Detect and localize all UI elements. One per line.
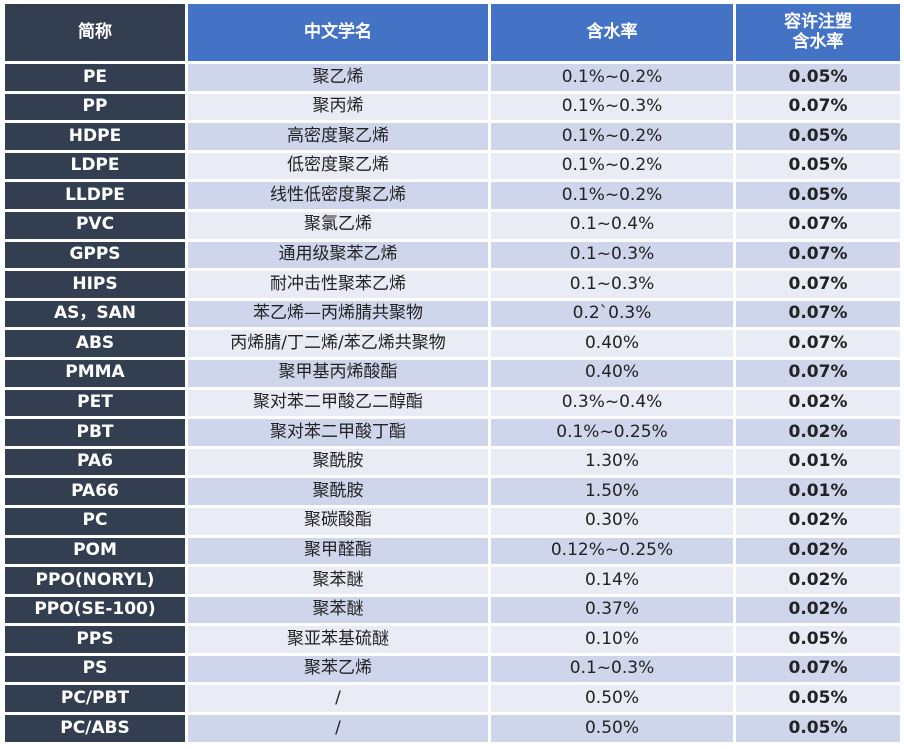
table-cell: 0.02% xyxy=(736,507,900,535)
table-cell: 0.05% xyxy=(736,626,900,653)
row-header-cell: PBT xyxy=(5,419,185,446)
table-cell: 聚对苯二甲酸乙二醇酯 xyxy=(188,389,488,417)
table-cell: 0.07% xyxy=(736,655,900,683)
table-cell: 0.07% xyxy=(736,359,900,387)
table-cell: 0.07% xyxy=(736,93,900,121)
table-cell: 0.40% xyxy=(491,359,733,387)
table-cell: 聚亚苯基硫醚 xyxy=(188,626,488,653)
table-cell: 0.1~0.3% xyxy=(491,655,733,683)
row-header-cell: LDPE xyxy=(5,152,185,180)
row-header-cell: ABS xyxy=(5,330,185,357)
table-cell: 0.3%~0.4% xyxy=(491,389,733,417)
table-cell: / xyxy=(188,715,488,742)
table-cell: 0.1%~0.2% xyxy=(491,64,733,91)
table-cell: 聚酰胺 xyxy=(188,448,488,476)
table-cell: 0.1%~0.2% xyxy=(491,123,733,150)
table: 简称 中文学名 含水率 容许注塑 含水率 PE 聚乙烯 0.1%~0.2% 0.05% PP 聚丙… xyxy=(5,4,900,742)
table-cell: 聚丙烯 xyxy=(188,93,488,121)
row-header-cell: AS，SAN xyxy=(5,300,185,328)
row-header-cell: LLDPE xyxy=(5,182,185,209)
table-cell: 苯乙烯—丙烯腈共聚物 xyxy=(188,300,488,328)
row-header-cell: HIPS xyxy=(5,271,185,298)
row-header-cell: PET xyxy=(5,389,185,417)
row-header-cell: GPPS xyxy=(5,241,185,269)
table-cell: 0.1%~0.3% xyxy=(491,93,733,121)
table-cell: 0.07% xyxy=(736,330,900,357)
table-cell: 0.1~0.3% xyxy=(491,271,733,298)
table-cell: 耐冲击性聚苯乙烯 xyxy=(188,271,488,298)
row-header-cell: PPO(SE-100) xyxy=(5,596,185,624)
table-cell: 0.50% xyxy=(491,685,733,713)
row-header-cell: HDPE xyxy=(5,123,185,150)
row-header-cell: PC xyxy=(5,507,185,535)
row-header-cell: PA6 xyxy=(5,448,185,476)
table-cell: 聚苯乙烯 xyxy=(188,655,488,683)
table-cell: 0.05% xyxy=(736,715,900,742)
table-cell: 1.30% xyxy=(491,448,733,476)
table-cell: 聚甲醛酯 xyxy=(188,537,488,565)
row-header-cell: PPS xyxy=(5,626,185,653)
table-cell: 0.1~0.3% xyxy=(491,241,733,269)
table-cell: 聚乙烯 xyxy=(188,64,488,91)
row-header-cell: PPO(NORYL) xyxy=(5,567,185,594)
table-cell: 0.40% xyxy=(491,330,733,357)
row-header-cell: PP xyxy=(5,93,185,121)
table-cell: 0.05% xyxy=(736,152,900,180)
table-cell: 0.07% xyxy=(736,300,900,328)
table-cell: 0.02% xyxy=(736,419,900,446)
table-cell: 聚酰胺 xyxy=(188,478,488,505)
table-cell: 线性低密度聚乙烯 xyxy=(188,182,488,209)
table-cell: 丙烯腈/丁二烯/苯乙烯共聚物 xyxy=(188,330,488,357)
table-cell: 1.50% xyxy=(491,478,733,505)
table-cell: / xyxy=(188,685,488,713)
table-cell: 0.1~0.4% xyxy=(491,211,733,239)
table-cell: 0.1%~0.25% xyxy=(491,419,733,446)
table-cell: 聚甲基丙烯酸酯 xyxy=(188,359,488,387)
table-cell: 0.05% xyxy=(736,64,900,91)
table-cell: 0.05% xyxy=(736,182,900,209)
table-cell: 0.02% xyxy=(736,567,900,594)
table-cell: 0.12%~0.25% xyxy=(491,537,733,565)
row-header-cell: PS xyxy=(5,655,185,683)
row-header-cell: PA66 xyxy=(5,478,185,505)
table-cell: 0.02% xyxy=(736,389,900,417)
table-cell: 通用级聚苯乙烯 xyxy=(188,241,488,269)
table-cell: 0.07% xyxy=(736,241,900,269)
header-cell: 容许注塑 含水率 xyxy=(736,4,900,61)
header-cell: 含水率 xyxy=(491,4,733,61)
table-cell: 0.10% xyxy=(491,626,733,653)
header-cell: 简称 xyxy=(5,4,185,61)
table-cell: 0.02% xyxy=(736,537,900,565)
table-cell: 聚苯醚 xyxy=(188,567,488,594)
table-cell: 0.02% xyxy=(736,596,900,624)
row-header-cell: PMMA xyxy=(5,359,185,387)
table-cell: 0.07% xyxy=(736,211,900,239)
table-cell: 0.01% xyxy=(736,478,900,505)
row-header-cell: PC/ABS xyxy=(5,715,185,742)
table-cell: 高密度聚乙烯 xyxy=(188,123,488,150)
table-cell: 0.37% xyxy=(491,596,733,624)
table-cell: 0.01% xyxy=(736,448,900,476)
row-header-cell: PC/PBT xyxy=(5,685,185,713)
table-cell: 0.1%~0.2% xyxy=(491,182,733,209)
table-cell: 低密度聚乙烯 xyxy=(188,152,488,180)
row-header-cell: PE xyxy=(5,64,185,91)
table-cell: 0.05% xyxy=(736,123,900,150)
header-cell: 中文学名 xyxy=(188,4,488,61)
table-cell: 0.07% xyxy=(736,271,900,298)
table-cell: 0.14% xyxy=(491,567,733,594)
table-cell: 0.2`0.3% xyxy=(491,300,733,328)
table-cell: 聚氯乙烯 xyxy=(188,211,488,239)
table-cell: 聚碳酸酯 xyxy=(188,507,488,535)
row-header-cell: PVC xyxy=(5,211,185,239)
table-cell: 0.30% xyxy=(491,507,733,535)
table-cell: 0.50% xyxy=(491,715,733,742)
table-cell: 0.05% xyxy=(736,685,900,713)
table-cell: 聚对苯二甲酸丁酯 xyxy=(188,419,488,446)
row-header-cell: POM xyxy=(5,537,185,565)
table-cell: 0.1%~0.2% xyxy=(491,152,733,180)
table-cell: 聚苯醚 xyxy=(188,596,488,624)
